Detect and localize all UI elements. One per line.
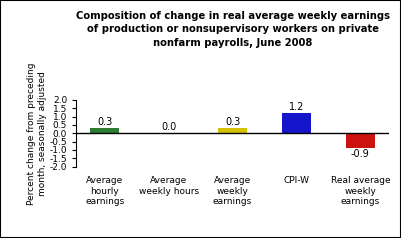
- Text: 0.0: 0.0: [161, 122, 176, 132]
- Text: -0.9: -0.9: [351, 149, 370, 159]
- Bar: [282, 113, 311, 133]
- Text: Composition of change in real average weekly earnings
of production or nonsuperv: Composition of change in real average we…: [75, 11, 390, 48]
- Text: 0.3: 0.3: [225, 117, 240, 127]
- Text: 0.3: 0.3: [97, 117, 112, 127]
- Bar: [346, 133, 375, 148]
- Bar: [218, 128, 247, 133]
- Y-axis label: Percent change from preceding
month, seasonally adjusted: Percent change from preceding month, sea…: [26, 62, 47, 204]
- Text: 1.2: 1.2: [289, 102, 304, 112]
- Bar: [90, 128, 119, 133]
